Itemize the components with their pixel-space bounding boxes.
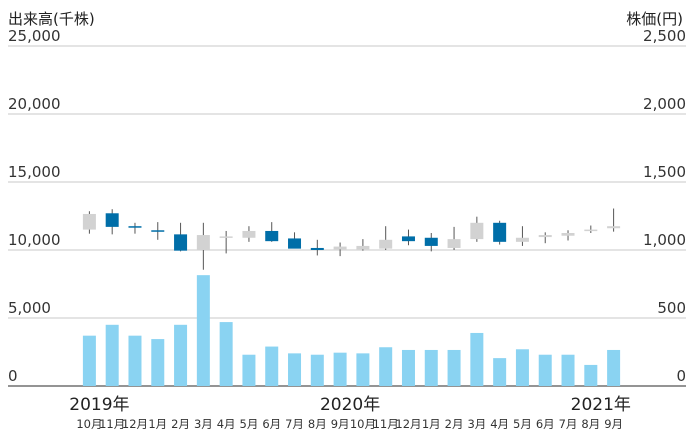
volume-bar xyxy=(151,339,165,386)
candle-body xyxy=(607,226,621,229)
volume-bar xyxy=(333,352,347,386)
left-tick-label: 20,000 xyxy=(8,95,61,113)
candle-body xyxy=(219,236,233,238)
candle-body xyxy=(151,230,165,232)
month-label: 9月 xyxy=(604,417,623,431)
candle-body xyxy=(265,230,279,242)
left-axis-title: 出来高(千株) xyxy=(8,10,95,28)
month-label: 3月 xyxy=(467,417,486,431)
right-tick-label: 500 xyxy=(657,299,686,317)
month-label: 4月 xyxy=(217,417,236,431)
candle-body xyxy=(447,239,461,248)
right-axis-title: 株価(円) xyxy=(626,10,683,28)
month-label: 9月 xyxy=(331,417,350,431)
candle-body xyxy=(128,226,142,228)
volume-bar xyxy=(356,353,370,386)
month-label: 5月 xyxy=(513,417,532,431)
candle-body xyxy=(424,237,438,246)
left-tick-label: 15,000 xyxy=(8,163,61,181)
candle-body xyxy=(493,222,507,242)
candle-body xyxy=(196,235,210,250)
candle-body xyxy=(538,235,552,238)
month-label: 8月 xyxy=(581,417,600,431)
candle-body xyxy=(242,230,256,238)
right-tick-label: 2,500 xyxy=(643,27,686,45)
volume-bar xyxy=(105,324,119,386)
month-label: 3月 xyxy=(194,417,213,431)
volume-bar xyxy=(561,354,575,386)
right-axis-ticks: 0 500 1,000 1,500 2,000 2,500 xyxy=(643,27,686,385)
year-label: 2021年 xyxy=(571,395,631,415)
month-label: 12月 xyxy=(122,417,148,431)
volume-bar xyxy=(196,275,210,386)
volume-bar xyxy=(515,349,529,386)
volume-bar xyxy=(584,364,598,386)
candle-body xyxy=(561,233,575,236)
left-tick-label: 25,000 xyxy=(8,27,61,45)
volume-bar xyxy=(174,324,188,386)
month-label: 2月 xyxy=(171,417,190,431)
volume-bar xyxy=(379,347,393,386)
right-tick-label: 1,500 xyxy=(643,163,686,181)
volume-bars xyxy=(82,275,621,386)
left-tick-label: 5,000 xyxy=(8,299,51,317)
year-label: 2020年 xyxy=(320,395,380,415)
month-label: 6月 xyxy=(536,417,555,431)
volume-bar xyxy=(219,322,233,386)
volume-bar xyxy=(310,354,324,386)
volume-bar xyxy=(265,346,279,386)
month-label: 11月 xyxy=(373,417,399,431)
volume-bar xyxy=(607,349,621,386)
volume-bar xyxy=(424,349,438,386)
month-label: 11月 xyxy=(99,417,125,431)
left-tick-label: 10,000 xyxy=(8,231,61,249)
left-axis-ticks: 0 5,000 10,000 15,000 20,000 25,000 xyxy=(8,27,61,385)
left-tick-label: 0 xyxy=(8,367,18,385)
right-tick-label: 0 xyxy=(676,367,686,385)
volume-bar xyxy=(538,354,552,386)
month-label: 7月 xyxy=(285,417,304,431)
volume-bar xyxy=(470,332,484,386)
candle-body xyxy=(310,247,324,250)
right-tick-label: 2,000 xyxy=(643,95,686,113)
month-label: 7月 xyxy=(559,417,578,431)
candle-body xyxy=(470,222,484,240)
candle-body xyxy=(379,239,393,249)
candle-body xyxy=(82,213,96,230)
month-label: 8月 xyxy=(308,417,327,431)
volume-bar xyxy=(493,358,507,386)
volume-bar xyxy=(128,335,142,386)
candle-body xyxy=(515,237,529,242)
month-label: 6月 xyxy=(262,417,281,431)
candle-body xyxy=(105,213,119,227)
candle-body xyxy=(333,246,347,250)
candle-body xyxy=(584,229,598,232)
month-label: 1月 xyxy=(422,417,441,431)
month-label: 10月 xyxy=(350,417,376,431)
month-label: 1月 xyxy=(148,417,167,431)
price-candles xyxy=(82,208,621,270)
volume-bar xyxy=(82,335,96,386)
volume-bar xyxy=(288,353,302,386)
year-label: 2019年 xyxy=(69,395,129,415)
month-label: 10月 xyxy=(76,417,102,431)
month-label: 12月 xyxy=(395,417,421,431)
month-label: 5月 xyxy=(240,417,259,431)
month-label: 2月 xyxy=(445,417,464,431)
volume-bar xyxy=(447,349,461,386)
candle-body xyxy=(356,245,370,250)
right-tick-label: 1,000 xyxy=(643,231,686,249)
volume-bar xyxy=(401,349,415,386)
candle-body xyxy=(288,238,302,249)
volume-bar xyxy=(242,354,256,386)
candle-body xyxy=(174,234,188,251)
candle-body xyxy=(401,236,415,242)
month-label: 4月 xyxy=(490,417,509,431)
